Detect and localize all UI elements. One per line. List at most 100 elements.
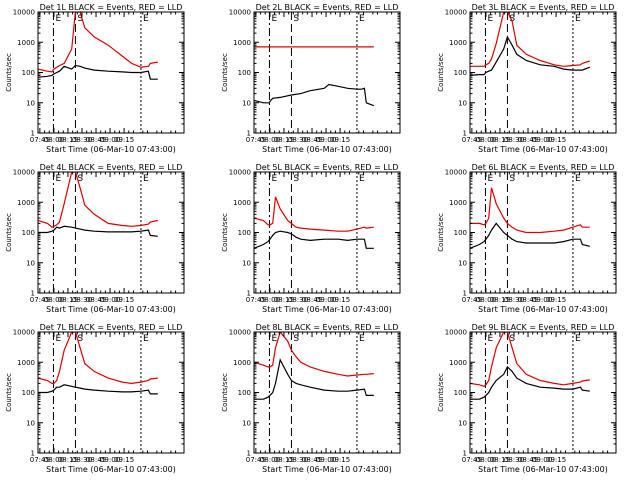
y-tick-label: 10000 [13, 329, 35, 337]
panel-title: Det 7L BLACK = Events, RED = LLD [40, 323, 183, 332]
x-tick-label: 09:00 [316, 456, 336, 464]
x-tick-label: 08:45 [302, 296, 322, 304]
x-axis-label: Start Time (06-Mar-10 07:43:00) [262, 145, 392, 154]
x-tick-label: 08:45 [302, 456, 322, 464]
y-tick-label: 10000 [13, 9, 35, 17]
x-axis-label: Start Time (06-Mar-10 07:43:00) [478, 305, 608, 314]
event-marker-label: S [509, 334, 515, 344]
x-tick-label: 08:00 [44, 136, 64, 144]
x-tick-label: 08:30 [504, 136, 524, 144]
x-tick-label: 08:00 [44, 456, 64, 464]
x-tick-label: 08:15 [58, 456, 78, 464]
y-tick-label: 1 [463, 450, 467, 458]
y-axis-label: Counts/sec [221, 373, 229, 412]
x-tick-label: 08:30 [504, 296, 524, 304]
x-tick-label: 08:45 [86, 296, 106, 304]
x-tick-label: 08:30 [288, 456, 308, 464]
x-tick-label: 09:15 [114, 296, 134, 304]
plot-frame [37, 331, 185, 454]
x-tick-label: 09:00 [316, 296, 336, 304]
x-tick-label: 08:15 [490, 456, 510, 464]
x-tick-label: 08:00 [260, 136, 280, 144]
x-tick-label: 07:45 [246, 136, 266, 144]
x-axis-label: Start Time (06-Mar-10 07:43:00) [46, 465, 176, 474]
event-marker-label: E [143, 174, 149, 184]
panel-title: Det 5L BLACK = Events, RED = LLD [256, 163, 399, 172]
y-tick-label: 100 [22, 69, 35, 77]
event-marker-label: S [509, 174, 515, 184]
y-tick-label: 10 [242, 419, 251, 427]
x-tick-label: 08:00 [476, 136, 496, 144]
y-tick-label: 10 [458, 259, 467, 267]
x-tick-label: 08:30 [72, 456, 92, 464]
y-tick-label: 100 [454, 69, 467, 77]
x-tick-label: 09:15 [546, 296, 566, 304]
plot-frame [253, 11, 401, 134]
x-tick-label: 09:15 [546, 456, 566, 464]
x-tick-label: 09:15 [114, 136, 134, 144]
lld-series-line [38, 172, 158, 228]
y-tick-label: 10 [458, 419, 467, 427]
event-marker-label: S [77, 334, 83, 344]
x-axis-label: Start Time (06-Mar-10 07:43:00) [478, 465, 608, 474]
events-series-line [254, 230, 374, 249]
x-tick-label: 08:15 [274, 136, 294, 144]
y-tick-label: 10000 [445, 169, 467, 177]
x-tick-label: 09:15 [330, 296, 350, 304]
lld-series-line [470, 12, 590, 67]
x-tick-label: 08:45 [518, 136, 538, 144]
x-tick-label: 09:00 [100, 296, 120, 304]
x-tick-label: 07:45 [462, 296, 482, 304]
x-tick-label: 08:15 [274, 456, 294, 464]
panel-det-3: E S E 1 10 100 1000 10000 07:4508:0008:1508:3008… [437, 3, 617, 154]
event-marker-label: E [55, 14, 61, 24]
y-tick-label: 1000 [17, 199, 35, 207]
y-axis-label: Counts/sec [5, 53, 13, 92]
events-series-line [38, 225, 158, 237]
event-marker-label: E [575, 334, 581, 344]
lld-series-line [38, 12, 158, 73]
event-marker-label: S [509, 14, 515, 24]
x-axis-label: Start Time (06-Mar-10 07:43:00) [46, 305, 176, 314]
x-tick-label: 08:30 [504, 456, 524, 464]
x-tick-label: 09:00 [532, 456, 552, 464]
y-tick-label: 1 [463, 290, 467, 298]
x-tick-label: 09:15 [330, 136, 350, 144]
y-tick-label: 10 [26, 99, 35, 107]
lld-series-line [470, 332, 590, 387]
y-axis-label: Counts/sec [437, 373, 445, 412]
y-tick-label: 1000 [233, 199, 251, 207]
y-tick-label: 1 [31, 130, 35, 138]
y-tick-label: 1 [247, 290, 251, 298]
event-marker-label: E [271, 334, 277, 344]
x-tick-label: 08:15 [58, 296, 78, 304]
x-tick-label: 08:00 [476, 296, 496, 304]
x-tick-label: 07:45 [246, 456, 266, 464]
x-tick-label: 09:00 [316, 136, 336, 144]
event-marker-label: E [575, 174, 581, 184]
y-tick-label: 1 [247, 450, 251, 458]
x-tick-label: 08:00 [476, 456, 496, 464]
panel-det-8: E S E 1 10 100 1000 10000 07:4508:0008:1508:3008… [221, 323, 401, 474]
panel-det-6: E S E 1 10 100 1000 10000 07:4508:0008:1508:3008… [437, 163, 617, 314]
x-tick-label: 08:15 [490, 296, 510, 304]
lld-series-line [254, 332, 374, 377]
event-marker-label: E [487, 334, 493, 344]
x-tick-label: 08:30 [72, 296, 92, 304]
x-tick-label: 08:45 [86, 136, 106, 144]
y-tick-label: 1000 [233, 39, 251, 47]
panel-title: Det 9L BLACK = Events, RED = LLD [472, 323, 615, 332]
panel-title: Det 4L BLACK = Events, RED = LLD [40, 163, 183, 172]
x-tick-label: 08:45 [518, 456, 538, 464]
y-tick-label: 1000 [449, 199, 467, 207]
y-tick-label: 1000 [449, 39, 467, 47]
lld-series-line [470, 187, 590, 234]
x-axis-label: Start Time (06-Mar-10 07:43:00) [262, 305, 392, 314]
lld-series-line [254, 196, 374, 232]
y-axis-label: Counts/sec [5, 373, 13, 412]
event-marker-label: E [359, 174, 365, 184]
x-tick-label: 08:45 [302, 136, 322, 144]
x-tick-label: 09:15 [114, 456, 134, 464]
y-tick-label: 10000 [445, 329, 467, 337]
